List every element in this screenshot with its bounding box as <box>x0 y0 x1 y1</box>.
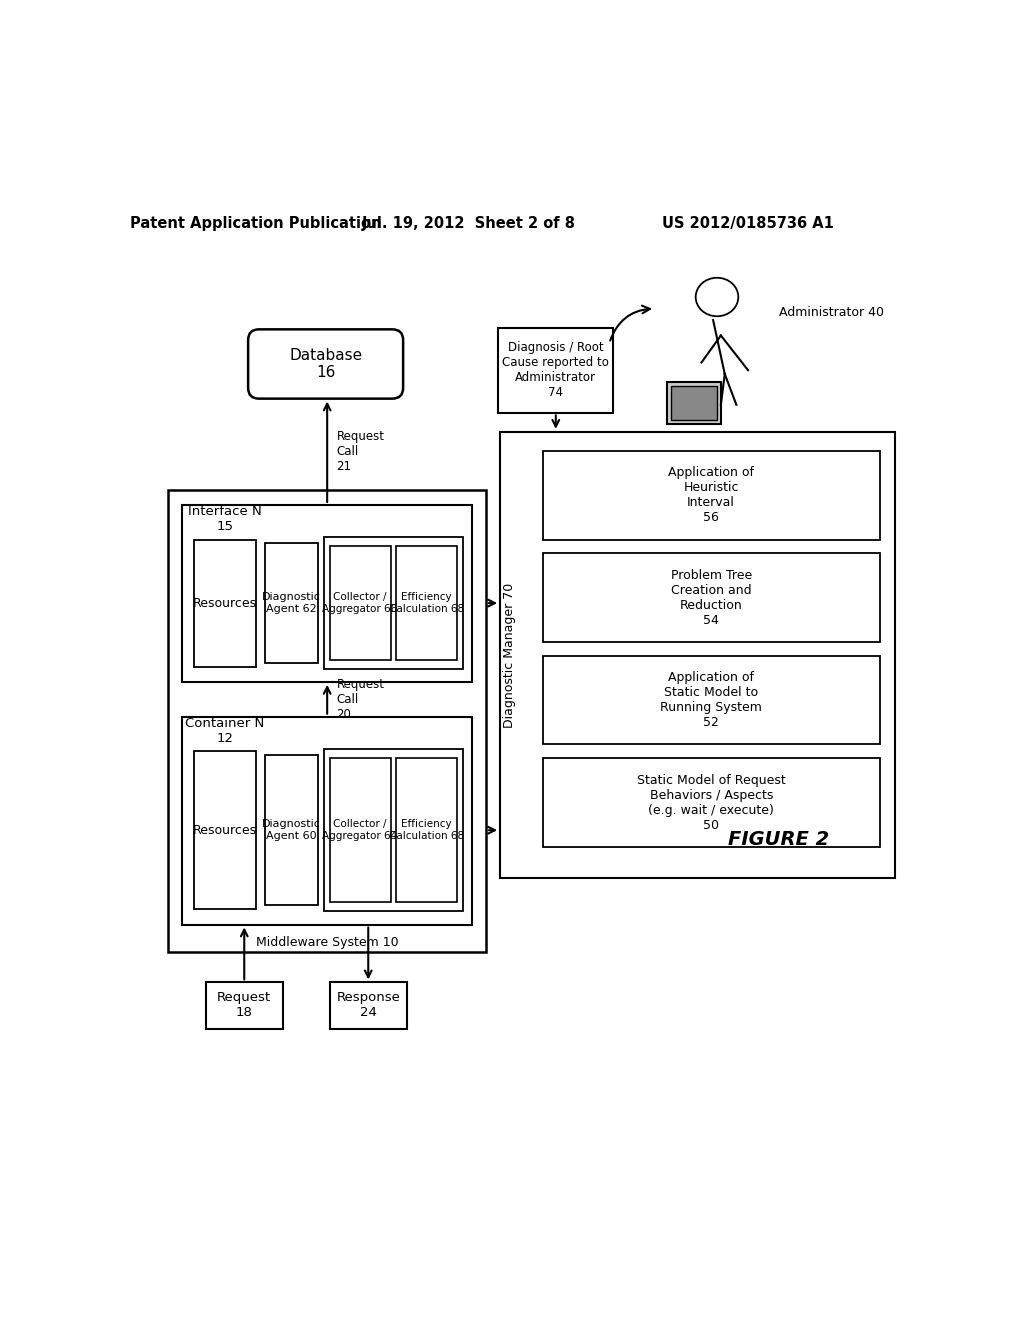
Text: Static Model of Request
Behaviors / Aspects
(e.g. wait / execute)
50: Static Model of Request Behaviors / Aspe… <box>637 774 785 832</box>
Text: Request
18: Request 18 <box>217 991 271 1019</box>
Bar <box>330 982 407 1028</box>
Text: Administrator 40: Administrator 40 <box>779 306 884 319</box>
Bar <box>168 490 486 952</box>
Bar <box>324 537 463 669</box>
Bar <box>324 748 463 911</box>
Bar <box>396 546 458 660</box>
Text: Jul. 19, 2012  Sheet 2 of 8: Jul. 19, 2012 Sheet 2 of 8 <box>362 216 575 231</box>
Text: Collector /
Aggregator 66: Collector / Aggregator 66 <box>323 593 397 614</box>
Bar <box>671 385 717 420</box>
Bar <box>543 553 880 642</box>
Bar <box>265 544 317 663</box>
Text: US 2012/0185736 A1: US 2012/0185736 A1 <box>663 216 834 231</box>
Text: Request
Call
20: Request Call 20 <box>337 678 384 721</box>
Text: Diagnostic
Agent 60: Diagnostic Agent 60 <box>262 820 321 841</box>
Bar <box>182 506 472 682</box>
Bar <box>499 327 613 412</box>
Text: Application of
Static Model to
Running System
52: Application of Static Model to Running S… <box>660 671 762 729</box>
Text: Resources: Resources <box>193 597 257 610</box>
Bar <box>500 432 895 878</box>
Text: Efficiency
Calculation 68: Efficiency Calculation 68 <box>389 593 464 614</box>
Text: Middleware System 10: Middleware System 10 <box>256 936 398 949</box>
Bar <box>667 381 721 424</box>
Bar <box>543 656 880 744</box>
Text: Patent Application Publication: Patent Application Publication <box>130 216 382 231</box>
Bar <box>330 546 391 660</box>
Text: Diagnostic
Agent 62: Diagnostic Agent 62 <box>262 593 321 614</box>
Text: Diagnostic Manager 70: Diagnostic Manager 70 <box>503 582 516 727</box>
Text: Collector /
Aggregator 64: Collector / Aggregator 64 <box>323 820 397 841</box>
Text: FIGURE 2: FIGURE 2 <box>728 830 829 849</box>
Text: Problem Tree
Creation and
Reduction
54: Problem Tree Creation and Reduction 54 <box>671 569 752 627</box>
Text: Diagnosis / Root
Cause reported to
Administrator
74: Diagnosis / Root Cause reported to Admin… <box>503 341 609 399</box>
Bar <box>265 755 317 906</box>
Text: Resources: Resources <box>193 824 257 837</box>
Bar <box>330 758 391 903</box>
FancyBboxPatch shape <box>248 330 403 399</box>
Bar <box>194 751 256 909</box>
Text: Response
24: Response 24 <box>336 991 400 1019</box>
Text: Request
Call
21: Request Call 21 <box>337 430 384 474</box>
Text: Efficiency
Calculation 68: Efficiency Calculation 68 <box>389 820 464 841</box>
Text: Application of
Heuristic
Interval
56: Application of Heuristic Interval 56 <box>669 466 755 524</box>
Text: Container N
12: Container N 12 <box>185 717 264 744</box>
Bar <box>396 758 458 903</box>
Text: Interface N
15: Interface N 15 <box>188 504 262 533</box>
Bar <box>182 717 472 924</box>
Bar <box>543 758 880 847</box>
Bar <box>543 451 880 540</box>
Bar <box>206 982 283 1028</box>
Text: Database
16: Database 16 <box>289 347 362 380</box>
Bar <box>194 540 256 667</box>
